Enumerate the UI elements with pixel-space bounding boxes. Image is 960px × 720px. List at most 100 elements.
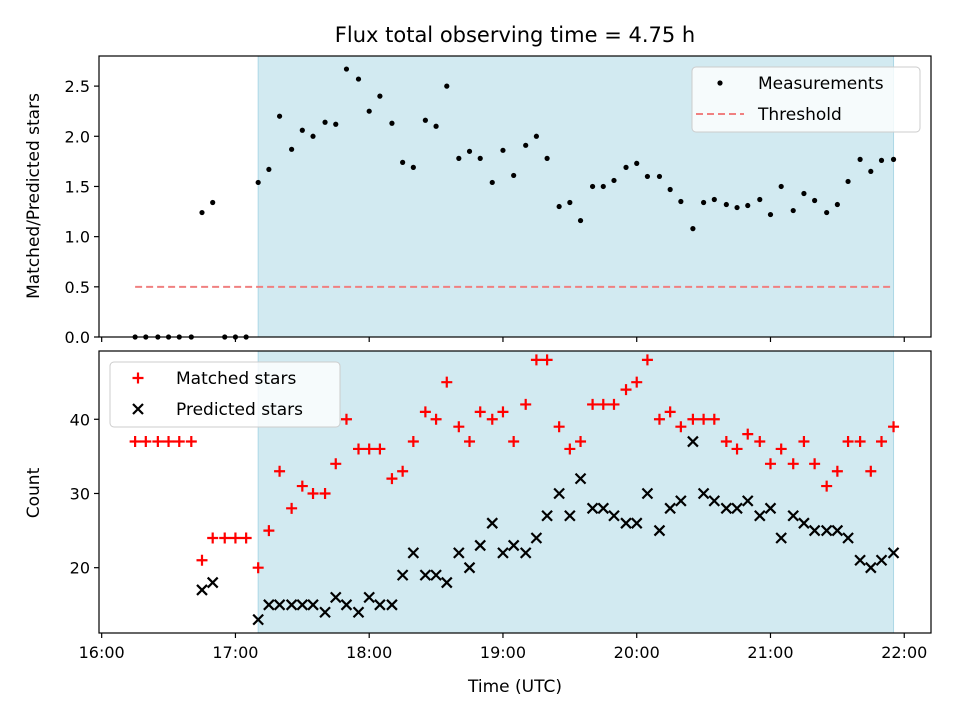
data-point [333, 121, 339, 127]
data-point [541, 354, 553, 366]
x-tick-label: 22:00 [881, 643, 927, 662]
data-point [477, 155, 483, 161]
data-point [675, 495, 687, 507]
data-point [808, 524, 821, 537]
data-point [741, 495, 754, 507]
data-point [466, 148, 473, 154]
y-tick-label: 2.0 [65, 127, 90, 146]
data-point [286, 502, 298, 514]
x-tick-label: 21:00 [747, 643, 793, 662]
y-tick-label: 20 [70, 559, 90, 578]
data-point [754, 509, 766, 522]
data-point [854, 436, 866, 448]
data-point [608, 509, 620, 522]
data-point [389, 120, 395, 126]
data-point [185, 436, 197, 448]
data-point [252, 613, 264, 626]
data-point [888, 421, 900, 433]
data-point [374, 599, 386, 611]
data-point [296, 599, 309, 611]
data-point [507, 539, 520, 552]
series-1 [196, 435, 900, 626]
data-point [745, 202, 751, 209]
data-point [675, 421, 687, 433]
data-point [352, 443, 364, 455]
data-point [486, 413, 498, 425]
data-point [790, 207, 796, 214]
data-point [641, 354, 653, 366]
x-tick-label: 20:00 [614, 643, 660, 662]
data-point [831, 465, 843, 477]
data-point [544, 155, 550, 161]
data-point [701, 199, 707, 206]
data-point [173, 436, 185, 448]
data-point [263, 525, 275, 537]
data-point [698, 413, 710, 425]
data-point [834, 201, 840, 208]
data-point [453, 421, 465, 433]
data-point [422, 117, 428, 123]
y-tick-label: 1.0 [65, 228, 90, 247]
data-point [586, 502, 599, 515]
data-point [634, 160, 640, 166]
data-point [821, 480, 833, 492]
data-point [530, 354, 542, 366]
data-point [340, 599, 353, 611]
data-point [489, 179, 495, 186]
data-point [556, 203, 562, 210]
data-point [865, 465, 877, 477]
legend-label: Threshold [757, 105, 842, 125]
data-point [875, 554, 888, 567]
y-tick-label: 1.5 [65, 177, 90, 196]
data-point [419, 569, 432, 581]
data-point [355, 76, 362, 82]
data-point [809, 458, 821, 470]
y-tick-label: 2.5 [65, 77, 90, 96]
data-point [631, 376, 643, 388]
legend-swatch [132, 403, 144, 415]
data-point [798, 517, 810, 529]
data-point [307, 599, 319, 611]
data-point [868, 168, 874, 175]
data-point [210, 199, 216, 206]
data-point [711, 196, 717, 203]
data-point [266, 166, 272, 173]
data-point [720, 502, 733, 515]
data-point [330, 458, 342, 470]
legend-label: Measurements [758, 74, 884, 94]
data-point [474, 406, 486, 418]
y-tick-label: 40 [70, 410, 90, 429]
data-point [611, 177, 617, 184]
observing-window [257, 350, 895, 634]
y-tick-label: 30 [70, 484, 90, 503]
data-point [240, 532, 252, 544]
data-point [363, 591, 375, 604]
data-point [708, 413, 720, 425]
x-tick-label: 18:00 [346, 643, 392, 662]
data-point [775, 443, 787, 455]
data-point [597, 398, 609, 410]
data-point [441, 576, 453, 589]
data-point [664, 406, 676, 418]
data-point [653, 524, 666, 537]
data-point [757, 196, 763, 203]
data-point [474, 539, 486, 552]
legend: Measurements Threshold [691, 66, 921, 133]
data-point [386, 473, 398, 485]
data-point [274, 465, 286, 477]
legend: Matched stars Predicted stars [109, 361, 341, 428]
data-point [374, 443, 386, 455]
legend-box [691, 66, 921, 133]
data-point [575, 436, 587, 448]
data-point [567, 199, 573, 206]
data-point [801, 190, 807, 197]
data-point [310, 133, 316, 139]
data-point [630, 517, 643, 529]
data-point [778, 183, 784, 190]
data-point [366, 108, 372, 114]
data-point [219, 532, 231, 544]
x-tick-label: 17:00 [212, 643, 258, 662]
data-point [206, 576, 219, 589]
data-point [430, 569, 442, 581]
